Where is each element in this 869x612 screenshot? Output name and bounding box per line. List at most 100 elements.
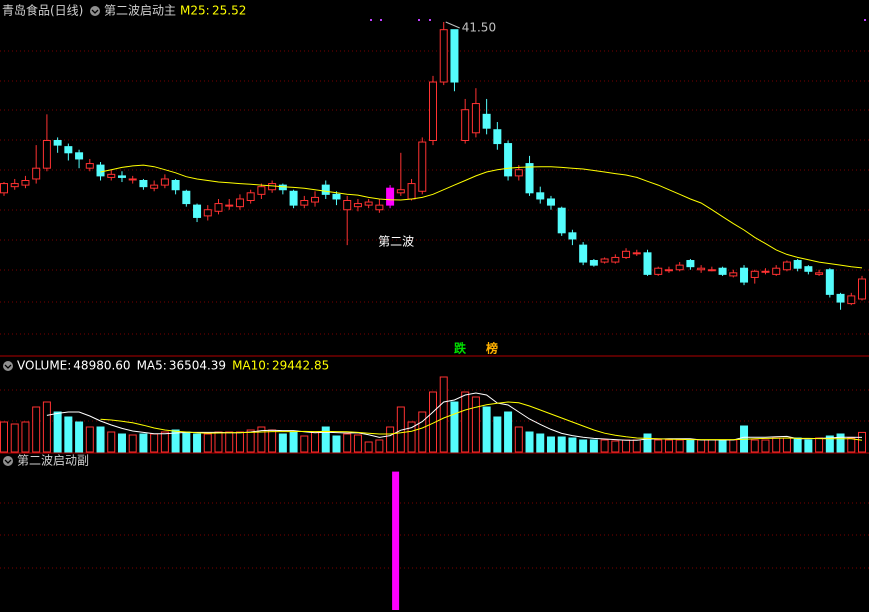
ma-line <box>100 401 863 441</box>
candle-body <box>643 252 652 275</box>
volume-bar <box>471 396 480 453</box>
candle-body <box>214 203 223 212</box>
volume-bar <box>107 431 116 453</box>
volume-bar <box>321 426 330 453</box>
grid <box>0 50 869 569</box>
candle-body <box>53 139 62 146</box>
candle-body <box>632 252 641 255</box>
volume-bar <box>246 429 255 453</box>
marker-dot <box>370 19 372 21</box>
menu-icon[interactable] <box>3 361 13 371</box>
menu-icon[interactable] <box>3 456 13 466</box>
candle-body <box>193 204 202 218</box>
volume-bar <box>450 401 459 453</box>
candle-body <box>493 129 502 145</box>
volume-bar <box>858 431 866 453</box>
volume-bar <box>278 433 287 453</box>
volume-bar <box>686 439 695 453</box>
candle-body <box>75 152 84 160</box>
volume-bar <box>761 439 770 453</box>
volume-bar <box>10 423 19 453</box>
volume-bar <box>182 431 191 453</box>
volume-bar <box>289 431 298 453</box>
volume-bar <box>364 441 373 453</box>
volume-bar <box>579 439 588 453</box>
candle-body <box>107 173 116 178</box>
volume-bar <box>21 421 30 453</box>
volume-bar <box>311 431 320 453</box>
legend-value: 36504.39 <box>169 359 226 373</box>
candle-body <box>289 190 298 206</box>
candle-body <box>429 81 437 141</box>
volume-bar <box>611 440 620 453</box>
signal-bar <box>392 471 400 610</box>
candle-body <box>664 269 673 272</box>
volume-bar <box>718 439 727 453</box>
volume-bar <box>836 433 845 453</box>
candle-body <box>686 260 695 268</box>
volume-bar <box>568 437 577 453</box>
menu-icon[interactable] <box>90 6 100 16</box>
volume-bar <box>493 416 502 453</box>
candle-body <box>182 190 191 205</box>
legend-label: MA10: <box>232 359 270 373</box>
candle-body <box>85 163 94 169</box>
candle-body <box>718 267 727 275</box>
volume-bar <box>386 426 395 453</box>
candle-body <box>64 146 73 154</box>
candle-body <box>332 193 341 200</box>
chevron <box>4 364 12 369</box>
candle-body <box>622 250 631 258</box>
candle-body <box>396 189 405 194</box>
volume-bar <box>75 421 84 453</box>
candle-body <box>235 198 244 208</box>
volume-bar <box>225 431 234 453</box>
marker-dot <box>380 19 382 21</box>
candle-body <box>353 203 362 208</box>
candle-body <box>268 183 277 191</box>
candle-body <box>568 232 577 240</box>
volume-bar <box>793 437 802 453</box>
volume-bar <box>343 433 352 453</box>
volume-bar <box>654 439 663 453</box>
candle-body <box>761 270 770 273</box>
volume-bar <box>193 433 202 453</box>
candle-body <box>707 269 716 272</box>
volume-bar <box>53 411 62 453</box>
signal-title: 第二波启动副 <box>17 454 89 468</box>
volume-bar <box>353 434 362 453</box>
volume-bar <box>675 439 684 453</box>
candle-body <box>804 266 813 272</box>
candle-body <box>793 260 802 269</box>
volume-bar <box>418 411 427 453</box>
badge: 跌 <box>454 341 467 356</box>
volume-bar <box>375 439 384 453</box>
volume-bar <box>117 433 126 453</box>
main-header: 青岛食品(日线) 第二波启动主 M25: 25.52 <box>2 3 246 18</box>
candle-body <box>257 186 266 195</box>
candle-body <box>42 139 51 169</box>
volume-bar <box>482 406 491 453</box>
candle-body <box>514 169 523 177</box>
volume-bar <box>128 434 137 453</box>
candle-body <box>171 179 180 191</box>
volume-bar <box>203 433 212 453</box>
candle-body <box>557 207 566 234</box>
volume-bar <box>557 436 566 453</box>
volume-bar <box>750 439 759 453</box>
candle-body <box>525 163 534 194</box>
candle-body <box>311 196 320 203</box>
volume-bar <box>150 433 159 453</box>
candle-body <box>750 270 759 278</box>
candle-body <box>858 278 866 300</box>
annotation-arrow <box>445 21 460 29</box>
top-markers <box>370 19 866 21</box>
candle-body <box>150 184 159 189</box>
volume-bar <box>96 426 105 453</box>
annotation-label: 41.50 <box>462 21 496 35</box>
volume-bar <box>332 435 341 453</box>
chevron <box>91 9 99 14</box>
legend-label: MA5: <box>137 359 167 373</box>
candle-body <box>471 103 480 134</box>
